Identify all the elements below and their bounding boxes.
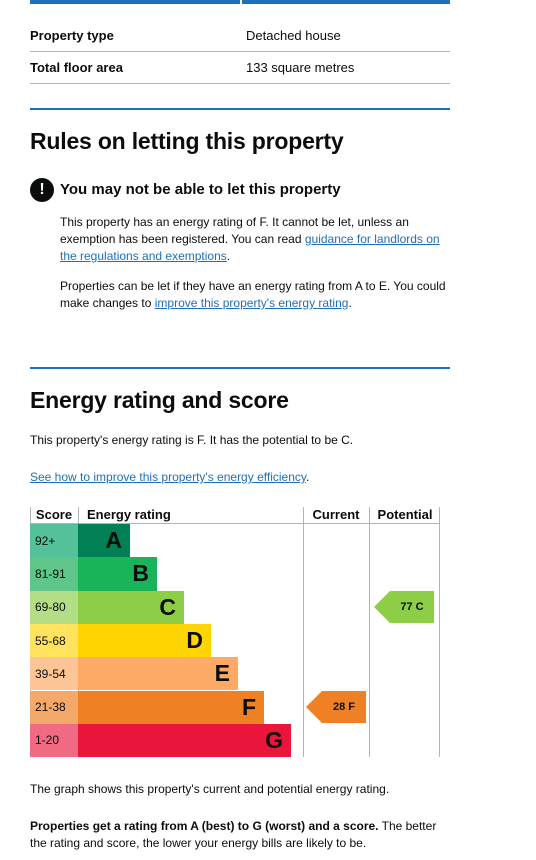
energy-rating-chart: Score Energy rating Current Potential 92… (30, 507, 440, 758)
band-bar-b: B (78, 557, 157, 591)
letting-heading: Rules on letting this property (30, 128, 344, 154)
potential-rating-arrow-tip (374, 591, 390, 624)
gridline (369, 507, 370, 757)
graph-caption: The graph shows this property's current … (30, 782, 390, 796)
score-range-e: 39-54 (30, 657, 78, 691)
energy-heading: Energy rating and score (30, 387, 289, 413)
band-bar-g: G (78, 723, 291, 758)
score-range-b: 81-91 (30, 557, 78, 591)
potential-rating-arrow: 77 C (374, 591, 434, 624)
header-line (30, 523, 440, 524)
warning-title: You may not be able to let this property (60, 181, 341, 198)
punctuation: . (348, 296, 352, 310)
potential-rating-arrow-label: 77 C (390, 591, 434, 624)
summary-key: Property type (30, 28, 114, 43)
rating-explanation-bold: Properties get a rating from A (best) to… (30, 819, 379, 833)
warning-icon: ! (30, 178, 54, 202)
energy-link-line: See how to improve this property's energ… (30, 469, 309, 486)
summary-row-property-type: Property type Detached house (30, 20, 450, 52)
rating-explanation: Properties get a rating from A (best) to… (30, 818, 440, 852)
summary-key: Total floor area (30, 60, 123, 75)
score-range-f: 21-38 (30, 690, 78, 724)
summary-value: 133 square metres (246, 60, 355, 75)
section-divider (30, 367, 450, 369)
punctuation: . (305, 470, 310, 484)
score-range-c: 69-80 (30, 590, 78, 624)
current-rating-arrow: 28 F (306, 691, 366, 724)
rating-column-header: Energy rating (87, 507, 171, 522)
warning-paragraph-2: Properties can be let if they have an en… (60, 278, 452, 312)
band-bar-a: A (78, 524, 130, 558)
score-range-g: 1-20 (30, 723, 78, 758)
score-column-header: Score (35, 507, 73, 522)
band-bar-e: E (78, 657, 238, 691)
landlord-guidance-link[interactable]: guidance for landlords on the regulation… (60, 232, 440, 263)
current-column-header: Current (312, 507, 360, 522)
property-summary: Property type Detached house Total floor… (30, 20, 450, 84)
band-bar-d: D (78, 623, 211, 658)
improve-efficiency-link[interactable]: See how to improve this property's energ… (30, 470, 306, 484)
punctuation: . (226, 249, 231, 263)
band-bar-c: C (78, 590, 184, 624)
gridline (439, 507, 440, 757)
warning-text: Properties can be let if they have an en… (60, 279, 446, 310)
score-range-a: 92+ (30, 524, 78, 558)
current-rating-arrow-tip (306, 691, 322, 724)
warning-body: This property has an energy rating of F.… (60, 214, 452, 325)
potential-column-header: Potential (377, 507, 433, 522)
current-rating-arrow-label: 28 F (322, 691, 366, 724)
gridline (303, 507, 304, 757)
summary-value: Detached house (246, 28, 341, 43)
summary-row-floor-area: Total floor area 133 square metres (30, 52, 450, 84)
warning-text: This property has an energy rating of F.… (60, 215, 409, 246)
score-range-d: 55-68 (30, 623, 78, 658)
improve-rating-link[interactable]: improve this property's energy rating (154, 296, 349, 310)
rating-explanation-rest: The better the rating and score, the low… (30, 819, 437, 850)
band-bar-f: F (78, 690, 264, 724)
section-divider (30, 108, 450, 110)
energy-intro: This property's energy rating is F. It h… (30, 433, 354, 447)
top-border-separator (240, 0, 242, 4)
warning-paragraph-1: This property has an energy rating of F.… (60, 214, 452, 265)
